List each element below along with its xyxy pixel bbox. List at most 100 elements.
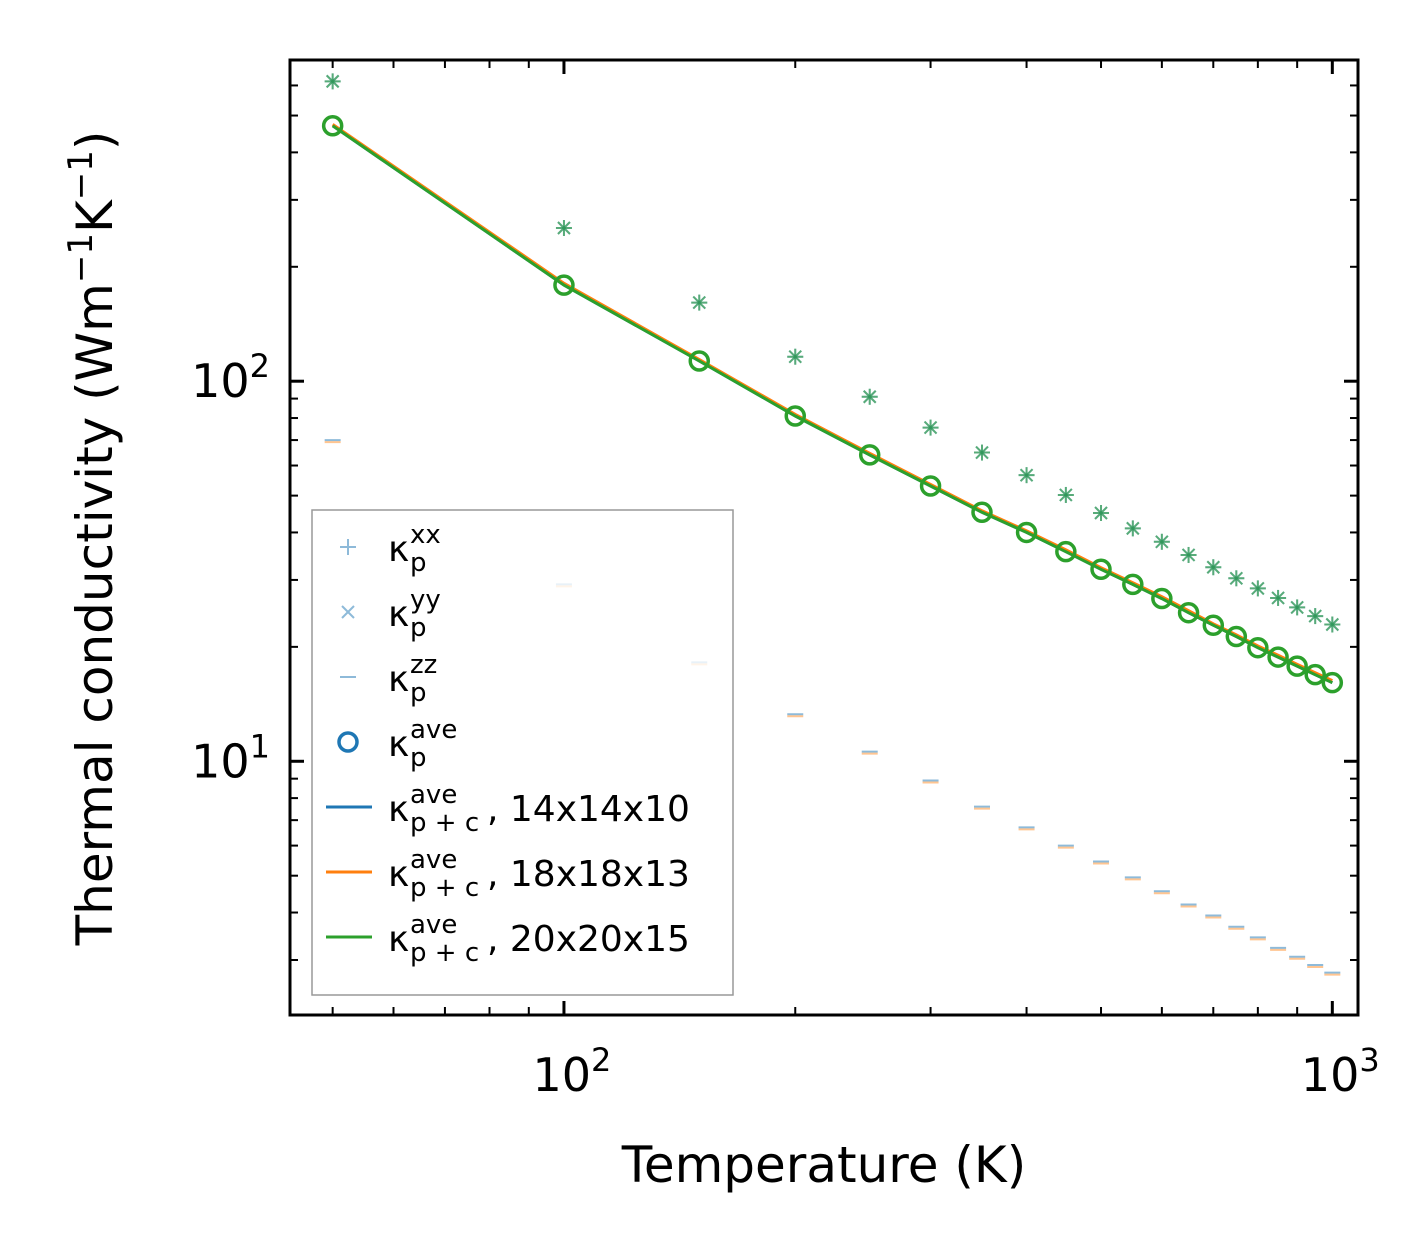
kappa_p_yy-point-alt-4 (863, 390, 877, 404)
kappa_p_yy-point-alt-18-b (1308, 609, 1322, 623)
plot-marks (321, 73, 1344, 976)
x-axis-title: Temperature (K) (621, 1136, 1026, 1194)
y-axis-title-exp1: −1 (61, 233, 101, 283)
kappa_p_ave-point-3 (784, 405, 807, 427)
kappa_p_yy-point-alt-18 (1308, 609, 1322, 623)
kappa_p_yy-point-alt-15-b (1251, 581, 1265, 596)
kappa_p_yy-point-alt-10 (1126, 521, 1140, 536)
kappa_p_ave-point-12 (1177, 601, 1200, 624)
x-tick-label-0: 102 (533, 1041, 612, 1102)
kappa_p_yy-point-alt-11 (1155, 535, 1169, 549)
kappa_p_ave-point-15 (1247, 636, 1269, 659)
kappa_p_ave-point-6 (971, 501, 993, 524)
kappa_p_ave-point-2 (688, 350, 711, 372)
kappa_p_ave-point-17 (1286, 655, 1308, 677)
legend-entry-4-label: κave p + c , 14x14x10 (388, 780, 690, 838)
legend-entry-4-sup: ave (410, 780, 457, 810)
y-tick-label-1-base: 10 (191, 354, 250, 408)
kappa_p_yy-point-alt-6 (975, 445, 989, 460)
series-kappa_p_ave (321, 115, 1344, 694)
legend-entry-1-sup: yy (410, 585, 441, 615)
legend-entry-5-base: κ (388, 854, 409, 895)
legend-entry-1-marker-b (341, 605, 355, 619)
kappa_p_yy-point-alt-2 (692, 295, 706, 310)
legend-entry-6-suffix: , 20x20x15 (487, 919, 690, 960)
kappa_p_yy-point-alt-13 (1206, 560, 1221, 574)
legend-entry-1-base: κ (388, 594, 409, 635)
legend-entry-6-base: κ (388, 919, 409, 960)
kappa_p_ave-point-14 (1225, 625, 1248, 648)
kappa_p_yy-point-alt-10-b (1126, 521, 1140, 536)
kappa_p_ave-point-7 (1015, 521, 1038, 544)
legend-entry-1-marker (341, 605, 355, 619)
legend-entry-5-label: κave p + c , 18x18x13 (388, 845, 690, 903)
x-tick-label-0-base: 10 (533, 1048, 592, 1102)
kappa_p_yy-point-alt-14 (1229, 571, 1244, 585)
legend-entry-1-sub: p (410, 613, 427, 643)
legend-entry-0-sup: xx (410, 520, 441, 550)
legend-entry-2-sub: p (410, 678, 427, 708)
series-kappa_pc_ave_20x20x15 (331, 124, 1333, 685)
kappa_p_ave-point-5 (919, 475, 942, 497)
y-tick-label-0-base: 10 (191, 734, 250, 788)
kappa_p_yy-point-alt-8-b (1059, 488, 1073, 502)
kappa_p_ave-point-10 (1122, 573, 1144, 596)
kappa_p_yy-point-alt-9 (1094, 506, 1108, 520)
kappa_p_ave-point-4 (858, 444, 881, 466)
kappa_p_yy-point-alt-17-b (1290, 600, 1304, 615)
kappa_p_yy-point-alt-16-b (1271, 591, 1285, 605)
kappa_p_yy-point-alt-17 (1290, 600, 1304, 615)
legend-entry-2-base: κ (388, 659, 409, 700)
kappa_p_yy-point-alt-4-b (863, 390, 877, 404)
legend-entry-1-label: κyy p (388, 585, 441, 643)
legend-entry-4-sub: p + c (410, 808, 479, 838)
legend-entry-4-suffix: , 14x14x10 (487, 789, 690, 830)
x-tick-label-1-exp: 3 (1359, 1041, 1379, 1079)
kappa_p_yy-point-alt-6-b (975, 445, 989, 460)
legend-entry-5-sup: ave (410, 845, 457, 875)
legend-entry-5-suffix: , 18x18x13 (487, 854, 690, 895)
legend-entry-6-sup: ave (410, 910, 457, 940)
kappa_p_yy-point-alt-8 (1059, 488, 1073, 502)
kappa_p_yy-point-alt-5-b (923, 420, 938, 435)
y-axis-title-exp2: −1 (61, 150, 101, 200)
kappa_p_ave-point-16 (1267, 646, 1289, 668)
kappa_p_yy-point-alt-0-b (325, 74, 340, 89)
y-axis-title-mid: K (66, 199, 124, 233)
kappa_p_ave-point-19 (1321, 671, 1344, 694)
y-tick-label-1-exp: 2 (250, 347, 270, 385)
legend-box (311, 509, 734, 996)
legend-entry-2-label: κzz p (388, 650, 437, 708)
x-tick-label-0-exp: 2 (591, 1041, 611, 1079)
kappa_p_yy-point-alt-7 (1019, 468, 1034, 482)
plot-frame (288, 58, 1360, 1017)
kappa_p_yy-point-alt-13-b (1206, 560, 1221, 574)
x-tick-label-1-base: 10 (1301, 1048, 1360, 1102)
legend-entry-4-base: κ (388, 789, 409, 830)
legend-entry-3-sup: ave (410, 715, 457, 745)
legend-entry-0-sub: p (410, 548, 427, 578)
y-tick-label-0: 101 (191, 727, 270, 788)
kappa_p_yy-point-alt-1 (557, 221, 571, 235)
kappa_p_yy-point-alt-12 (1181, 548, 1196, 562)
kappa_p_yy-point-alt-1-b (557, 221, 571, 235)
legend-entry-0-label: κxx p (388, 520, 441, 578)
y-tick-label-0-exp: 1 (250, 727, 270, 765)
kappa_p_ave-point-1 (553, 274, 575, 296)
kappa_p_yy-point-alt-15 (1251, 581, 1265, 596)
x-tick-label-1: 103 (1301, 1041, 1380, 1102)
y-axis-title-end: ) (66, 131, 124, 151)
kappa_p_ave-point-8 (1055, 540, 1077, 563)
kappa_p_yy-point-alt-11-b (1155, 535, 1169, 549)
legend-entry-3-marker (337, 731, 359, 753)
legend-entry-6-label: κave p + c , 20x20x15 (388, 910, 690, 968)
kappa_p_yy-point-alt-7-b (1019, 468, 1034, 482)
kappa_p_ave-point-18 (1304, 663, 1326, 686)
kappa_p_ave-point-0 (321, 115, 344, 137)
kappa_p_yy-point-alt-3 (788, 349, 802, 364)
y-tick-label-1: 102 (191, 347, 270, 408)
kappa_p_ave-point-9 (1090, 558, 1112, 581)
